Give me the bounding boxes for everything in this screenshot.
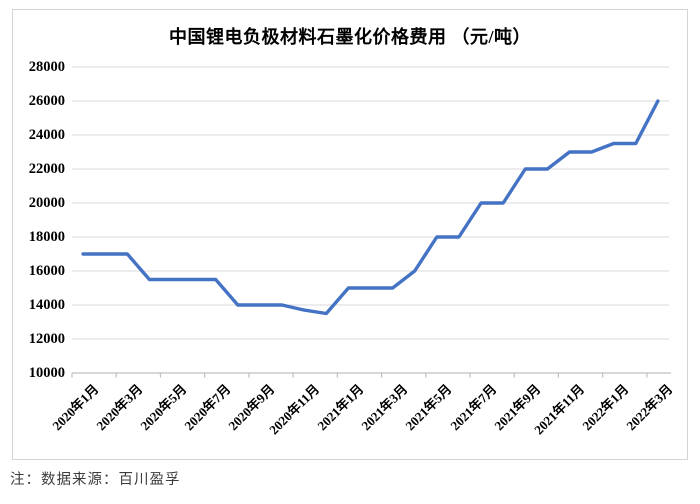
- source-note: 注：数据来源：百川盈孚: [10, 472, 181, 488]
- price-line-series: [81, 99, 660, 316]
- y-axis-tick-label: 10000: [28, 365, 65, 381]
- y-axis-tick-label: 26000: [28, 93, 65, 109]
- y-axis-tick-label: 18000: [28, 229, 65, 245]
- y-axis-tick-label: 24000: [28, 127, 65, 143]
- y-axis-tick-label: 20000: [28, 195, 65, 211]
- y-axis-tick-label: 22000: [28, 161, 65, 177]
- chart-title: 中国锂电负极材料石墨化价格费用 （元/吨）: [169, 27, 531, 47]
- y-axis-tick-label: 12000: [28, 331, 65, 347]
- plot-area: [71, 66, 671, 378]
- y-axis-tick-label: 14000: [28, 297, 65, 313]
- y-axis-tick-label: 16000: [28, 263, 65, 279]
- chart-container: 中国锂电负极材料石墨化价格费用 （元/吨） 10000 12000 14000 160…: [12, 9, 688, 460]
- y-axis-tick-label: 28000: [28, 59, 65, 75]
